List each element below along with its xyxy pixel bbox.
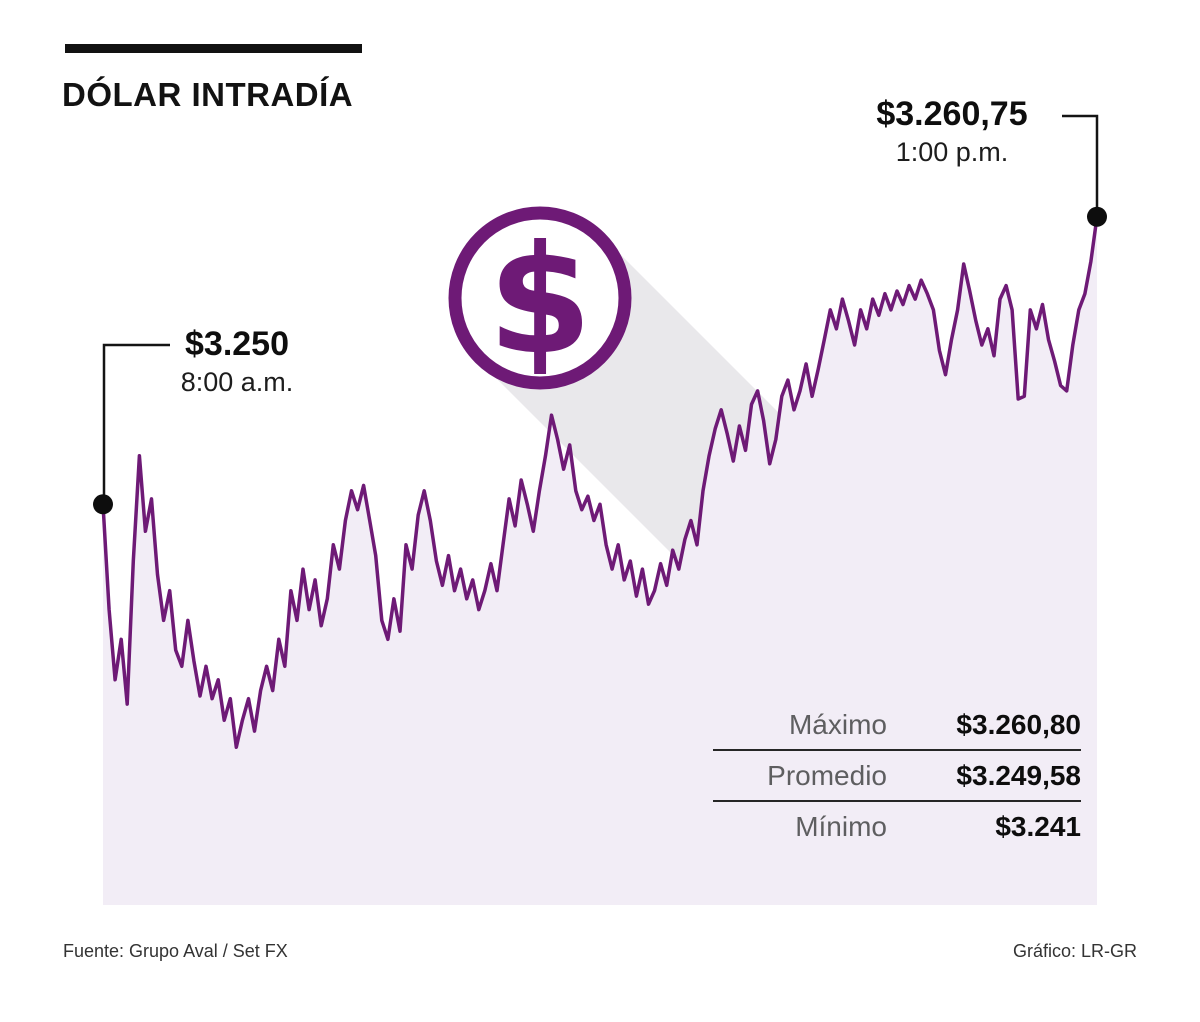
stat-row-promedio: Promedio $3.249,58 xyxy=(713,751,1081,802)
stat-row-minimo: Mínimo $3.241 xyxy=(713,802,1081,851)
dollar-sign-icon: $ xyxy=(448,206,632,390)
stat-label-promedio: Promedio xyxy=(767,760,887,791)
chart-area-fill xyxy=(103,216,1097,906)
graphic-credit: Gráfico: LR-GR xyxy=(1012,941,1137,961)
stats-table: Máximo $3.260,80 Promedio $3.249,58 Míni… xyxy=(713,700,1081,851)
start-annotation: $3.250 8:00 a.m. xyxy=(145,325,329,398)
title-accent-bar xyxy=(65,44,362,53)
stat-row-maximo: Máximo $3.260,80 xyxy=(713,700,1081,751)
stat-value-promedio: $3.249,58 xyxy=(956,760,1081,791)
stat-label-maximo: Máximo xyxy=(788,709,887,740)
end-price-label: $3.260,75 xyxy=(876,95,1028,133)
page-title: DÓLAR INTRADÍA xyxy=(62,76,354,113)
stat-value-minimo: $3.241 xyxy=(995,811,1081,842)
start-annotation-connector xyxy=(102,343,170,498)
stat-value-maximo: $3.260,80 xyxy=(956,709,1081,740)
stat-label-minimo: Mínimo xyxy=(795,811,887,842)
end-point-marker xyxy=(1087,206,1107,227)
end-annotation: $3.260,75 1:00 p.m. xyxy=(838,95,1066,168)
dollar-icon-circle xyxy=(448,206,632,390)
start-price-label: $3.250 xyxy=(185,325,289,363)
end-time-label: 1:00 p.m. xyxy=(895,137,1009,168)
start-time-label: 8:00 a.m. xyxy=(180,367,294,398)
end-annotation-connector xyxy=(1062,114,1099,212)
start-point-marker xyxy=(93,494,113,515)
price-line xyxy=(101,215,1099,750)
source-credit: Fuente: Grupo Aval / Set FX xyxy=(63,941,288,961)
dollar-icon-glyph: $ xyxy=(488,214,592,388)
